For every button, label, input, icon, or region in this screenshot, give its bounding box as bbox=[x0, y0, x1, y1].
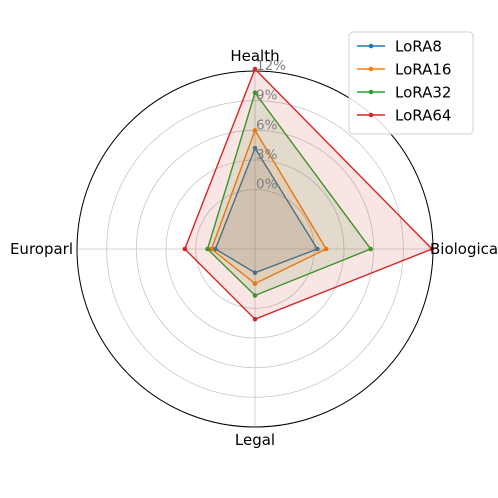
point-lora64-legal bbox=[252, 316, 258, 322]
series-fill-lora8 bbox=[215, 148, 318, 273]
legend-box bbox=[348, 31, 474, 135]
point-lora64-biological bbox=[429, 246, 435, 252]
point-lora32-legal bbox=[252, 293, 258, 298]
legend: LoRA8 LoRA16 LoRA32 LoRA64 bbox=[348, 31, 474, 135]
tick-layer: 0% 3% 6% 9% 12% bbox=[256, 58, 286, 193]
category-label-health: Health bbox=[230, 47, 279, 65]
category-label-biological: Biological bbox=[430, 240, 498, 258]
legend-label-lora64: LoRA64 bbox=[395, 107, 451, 125]
category-label-legal: Legal bbox=[235, 431, 275, 449]
legend-marker-lora32 bbox=[368, 89, 374, 95]
legend-label-lora16: LoRA16 bbox=[395, 61, 451, 79]
radial-tick-label: 6% bbox=[256, 117, 278, 133]
point-lora8-europarl bbox=[213, 246, 218, 252]
legend-marker-lora64 bbox=[368, 112, 374, 118]
point-lora32-biological bbox=[368, 246, 374, 252]
point-lora32-europarl bbox=[205, 246, 210, 252]
legend-label-lora32: LoRA32 bbox=[395, 84, 451, 102]
point-lora8-health bbox=[252, 145, 258, 151]
point-lora16-biological bbox=[323, 246, 329, 252]
radial-tick-label: 12% bbox=[256, 58, 286, 74]
point-lora64-health bbox=[252, 66, 258, 72]
label-layer: Health Biological Legal Europarl bbox=[10, 47, 498, 449]
category-label-europarl: Europarl bbox=[10, 240, 73, 258]
radial-tick-label: 9% bbox=[256, 88, 278, 104]
point-lora64-europarl bbox=[182, 246, 188, 252]
series-fill-lora64 bbox=[184, 69, 433, 320]
point-lora8-biological bbox=[315, 246, 320, 252]
legend-marker-lora8 bbox=[368, 43, 374, 49]
point-lora16-legal bbox=[252, 281, 258, 286]
radial-tick-label: 0% bbox=[256, 177, 278, 193]
series-fill-lora32 bbox=[207, 92, 371, 296]
legend-label-lora8: LoRA8 bbox=[395, 38, 442, 56]
legend-marker-lora16 bbox=[368, 66, 374, 72]
point-lora32-health bbox=[252, 90, 258, 96]
point-lora16-europarl bbox=[209, 246, 214, 252]
radial-tick-label: 3% bbox=[256, 147, 278, 163]
series-layer bbox=[182, 66, 435, 322]
series-fill-lora16 bbox=[211, 130, 327, 284]
point-lora8-legal bbox=[252, 270, 258, 276]
point-lora16-health bbox=[252, 128, 258, 133]
